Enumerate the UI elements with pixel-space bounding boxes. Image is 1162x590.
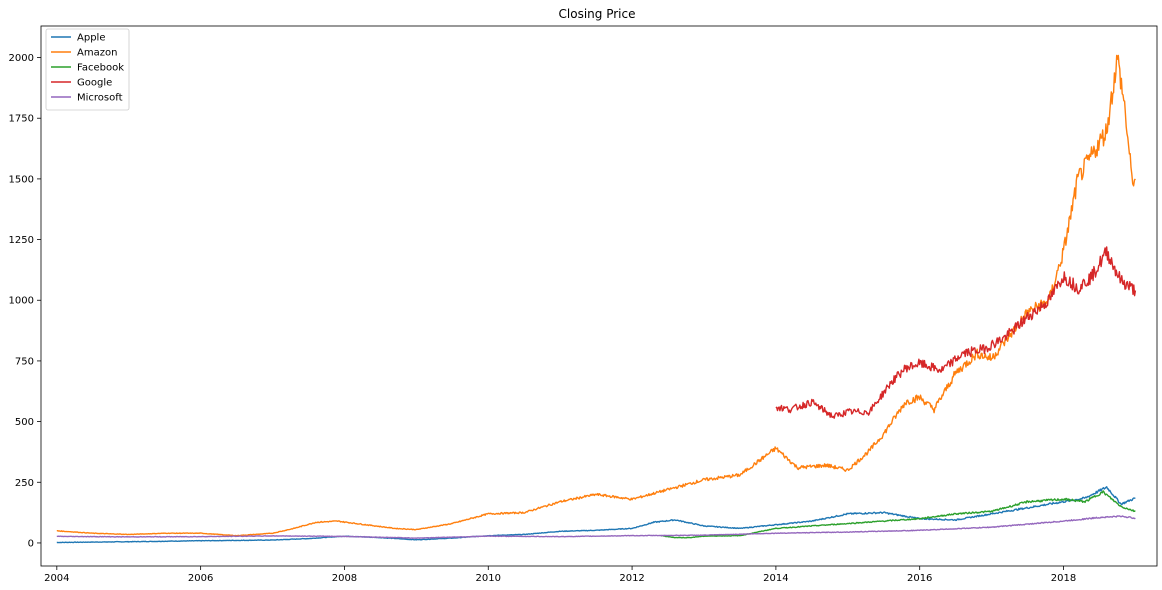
x-tick-label: 2008 xyxy=(332,573,357,584)
series-layer xyxy=(56,54,1137,544)
y-axis: 0 250 500 750 1000 1250 1500 1750 2000 xyxy=(9,53,41,549)
x-tick-label: 2014 xyxy=(763,573,788,584)
y-tick-label: 0 xyxy=(28,538,34,549)
legend-label-amazon: Amazon xyxy=(77,48,117,59)
plot-frame xyxy=(40,25,1158,567)
chart-title: Closing Price xyxy=(559,7,636,21)
legend: Apple Amazon Facebook Google Microsoft xyxy=(45,28,130,111)
x-tick-label: 2018 xyxy=(1051,573,1076,584)
x-tick-label: 2006 xyxy=(188,573,213,584)
legend-label-facebook: Facebook xyxy=(77,63,124,74)
y-tick-label: 750 xyxy=(15,356,34,367)
legend-label-microsoft: Microsoft xyxy=(77,93,123,104)
y-tick-label: 1000 xyxy=(9,296,34,307)
series-line-microsoft xyxy=(56,515,1136,539)
x-tick-label: 2016 xyxy=(907,573,932,584)
x-tick-label: 2010 xyxy=(476,573,501,584)
y-tick-label: 1250 xyxy=(9,235,34,246)
y-tick-label: 250 xyxy=(15,478,34,489)
series-line-facebook xyxy=(660,490,1136,539)
y-tick-label: 1750 xyxy=(9,114,34,125)
x-tick-label: 2004 xyxy=(44,573,69,584)
x-tick-label: 2012 xyxy=(619,573,644,584)
legend-label-apple: Apple xyxy=(77,33,105,44)
legend-box xyxy=(45,28,130,111)
legend-label-google: Google xyxy=(77,78,112,89)
y-tick-label: 2000 xyxy=(9,53,34,64)
y-tick-label: 1500 xyxy=(9,174,34,185)
series-line-google xyxy=(775,246,1137,419)
x-axis: 2004 2006 2008 2010 2012 2014 2016 2018 xyxy=(44,566,1076,584)
y-tick-label: 500 xyxy=(15,417,34,428)
series-line-apple xyxy=(56,486,1136,544)
